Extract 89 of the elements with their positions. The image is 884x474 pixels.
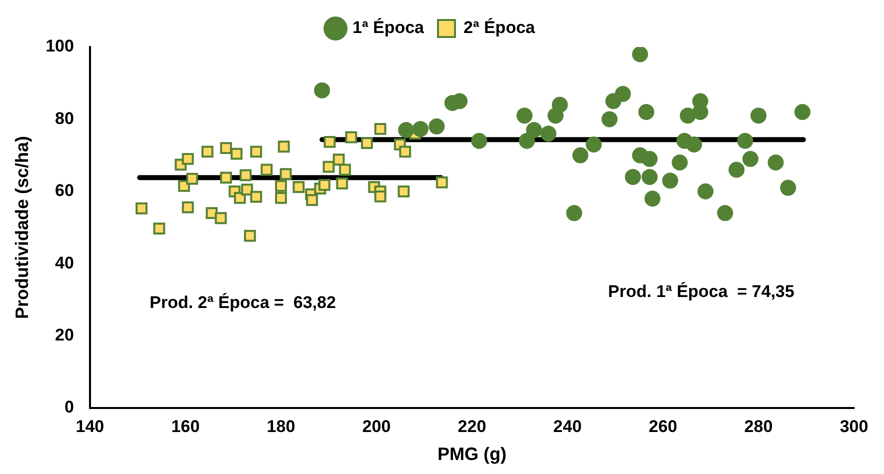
point — [318, 178, 330, 191]
point — [471, 132, 488, 149]
point — [182, 152, 194, 165]
point — [275, 192, 287, 204]
point — [540, 126, 556, 142]
y-tick-label: 80 — [55, 108, 74, 128]
point — [697, 183, 714, 200]
point — [638, 104, 654, 120]
point — [153, 222, 166, 235]
y-tick-label: 0 — [64, 398, 74, 417]
x-tick-label: 180 — [266, 416, 296, 436]
x-axis-title: PMG (g) — [437, 444, 506, 464]
x-tick-label: 220 — [458, 416, 486, 436]
point — [241, 184, 254, 196]
point — [602, 111, 618, 128]
x-tick-label: 140 — [76, 416, 104, 436]
legend-label: 2ª Época — [464, 17, 536, 38]
x-tick-label: 240 — [553, 416, 582, 436]
point — [339, 164, 351, 176]
point — [737, 132, 754, 149]
point — [768, 154, 784, 171]
point — [572, 147, 588, 164]
x-tick-label: 280 — [744, 416, 773, 436]
y-tick-label: 40 — [55, 253, 74, 272]
point — [428, 118, 445, 134]
annotation: Prod. 2ª Época = 63,82 — [150, 292, 336, 312]
point — [526, 122, 542, 138]
point — [374, 123, 386, 135]
point — [742, 150, 758, 167]
point — [280, 168, 292, 180]
point — [374, 190, 386, 202]
point — [314, 82, 330, 98]
point — [518, 132, 535, 149]
point — [436, 176, 448, 188]
point — [275, 180, 287, 192]
point — [794, 104, 810, 120]
point — [728, 162, 745, 178]
y-tick-label: 60 — [55, 181, 74, 200]
x-tick-label: 160 — [171, 416, 200, 436]
point — [322, 160, 335, 173]
point — [642, 150, 658, 167]
point — [586, 136, 602, 152]
point — [201, 146, 214, 158]
point — [324, 136, 336, 148]
point — [398, 185, 410, 198]
point — [250, 146, 262, 158]
point — [230, 148, 243, 160]
point — [332, 154, 345, 166]
point — [624, 168, 641, 185]
point — [642, 168, 658, 185]
y-axis-title: Produtividade (sc/ha) — [12, 136, 32, 320]
y-tick-label: 20 — [55, 325, 74, 344]
point — [278, 140, 290, 153]
point — [214, 212, 227, 224]
point — [240, 169, 252, 182]
point — [552, 96, 568, 113]
point — [250, 190, 262, 203]
legend-label: 1ª Época — [352, 17, 425, 38]
point — [345, 131, 358, 144]
point — [516, 108, 533, 124]
x-tick-label: 260 — [648, 416, 678, 436]
point — [717, 205, 734, 222]
point — [360, 137, 373, 149]
point — [750, 108, 766, 124]
point — [182, 201, 194, 214]
point — [220, 172, 232, 184]
point — [398, 122, 414, 138]
point — [632, 47, 648, 62]
y-tick-label: 100 — [46, 36, 74, 56]
point — [336, 178, 348, 190]
point — [662, 172, 678, 189]
point — [399, 146, 412, 158]
point — [686, 136, 702, 152]
x-tick-label: 300 — [840, 416, 868, 436]
point — [306, 194, 318, 206]
point — [644, 190, 660, 207]
annotation: Prod. 1ª Época = 74,35 — [608, 281, 794, 302]
point — [780, 180, 796, 196]
x-tick-label: 200 — [362, 416, 391, 436]
point — [566, 205, 582, 222]
point — [292, 181, 305, 194]
point — [614, 86, 631, 102]
point — [260, 164, 273, 176]
point — [244, 230, 256, 242]
point — [412, 120, 428, 137]
point — [672, 154, 688, 171]
point — [220, 142, 232, 154]
point — [136, 202, 148, 214]
point — [186, 172, 198, 185]
